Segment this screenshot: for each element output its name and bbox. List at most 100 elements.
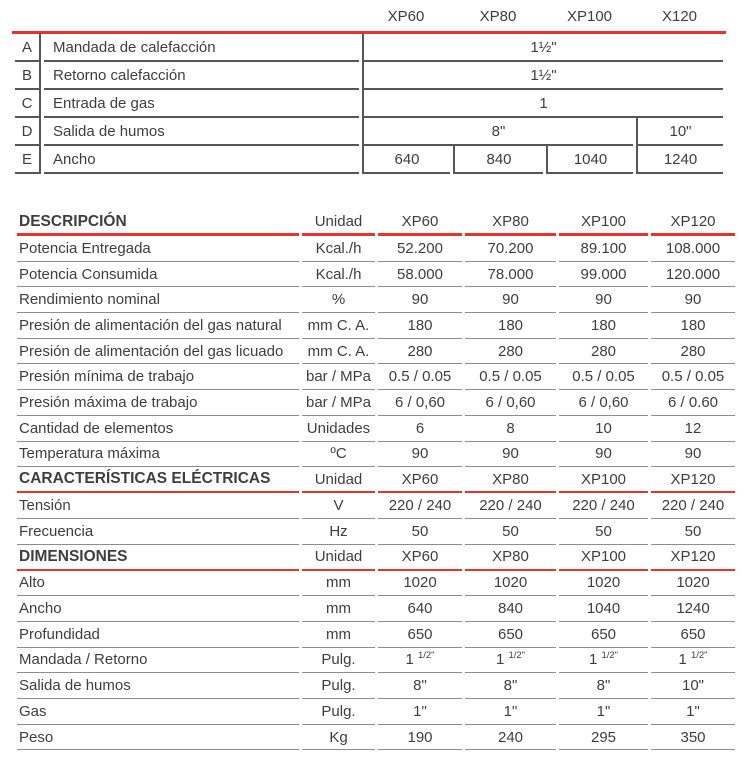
row-unit: Hz	[302, 519, 375, 545]
row-label: Peso	[17, 725, 299, 751]
connections-table: XP60 XP80 XP100 X120 A Mandada de calefac…	[12, 2, 726, 174]
table-row: Alto mm 1020 1020 1020 1020	[17, 571, 735, 597]
row-value: 180	[651, 313, 735, 339]
row-value: 295	[559, 725, 648, 751]
row-unit: bar / MPa	[302, 390, 375, 416]
table-row: Gas Pulg. 1" 1" 1" 1"	[17, 699, 735, 725]
red-divider	[12, 31, 726, 34]
row-value: 0.5 / 0.05	[465, 364, 556, 391]
row-value: 1020	[559, 571, 648, 597]
row-label: Presión máxima de trabajo	[17, 390, 299, 416]
row-letter: E	[15, 146, 41, 174]
section-title: DIMENSIONES	[17, 545, 299, 571]
row-value: 180	[378, 313, 462, 339]
model-header: XP60	[378, 545, 462, 571]
header-spacer	[15, 2, 41, 31]
row-label: Presión de alimentación del gas natural	[17, 313, 299, 339]
table-row: Frecuencia Hz 50 50 50 50	[17, 519, 735, 545]
row-label: Temperatura máxima	[17, 442, 299, 468]
row-unit: mm	[302, 622, 375, 648]
model-header: XP60	[378, 467, 462, 494]
row-value: 1 1/2"	[378, 648, 462, 674]
row-value: 640	[362, 146, 450, 174]
row-unit: Kcal./h	[302, 236, 375, 262]
row-value: 280	[559, 339, 648, 365]
table-row: Salida de humos Pulg. 8" 8" 8" 10"	[17, 673, 735, 699]
row-value: 190	[378, 725, 462, 751]
row-value: 0.5 / 0.05	[559, 364, 648, 391]
row-label: Profundidad	[17, 622, 299, 648]
table-row: Presión mínima de trabajo bar / MPa 0.5 / …	[17, 364, 735, 391]
row-label: Mandada / Retorno	[17, 648, 299, 674]
row-unit: Kcal./h	[302, 262, 375, 288]
row-unit: mm	[302, 571, 375, 597]
row-label: Frecuencia	[17, 519, 299, 545]
row-value: 1 1/2"	[651, 648, 735, 674]
fraction-superscript: 1/2"	[417, 650, 435, 662]
row-value: 10"	[651, 673, 735, 699]
table-row: Presión de alimentación del gas licuado m…	[17, 339, 735, 365]
header-row: XP60 XP80 XP100 X120	[15, 2, 723, 31]
section-header-row: DESCRIPCIÓN Unidad XP60 XP80 XP100 XP120	[17, 210, 735, 236]
row-value: 90	[559, 442, 648, 468]
model-header: XP120	[651, 210, 735, 236]
specs-table-body: DESCRIPCIÓN Unidad XP60 XP80 XP100 XP120 Poten…	[14, 210, 738, 751]
row-value: 1020	[378, 571, 462, 597]
row-value: 1 1/2"	[465, 648, 556, 674]
unit-header: Unidad	[302, 467, 375, 494]
row-label: Entrada de gas	[44, 90, 359, 118]
row-value: 78.000	[465, 262, 556, 288]
table-row: Potencia Consumida Kcal./h 58.000 78.000 99.…	[17, 262, 735, 288]
fraction-superscript: 1/2"	[690, 650, 708, 662]
row-unit: Pulg.	[302, 673, 375, 699]
row-label: Rendimiento nominal	[17, 287, 299, 314]
row-value: 50	[651, 519, 735, 545]
model-header: XP80	[465, 467, 556, 494]
table-row: Rendimiento nominal% 90 90 90 90	[17, 287, 735, 314]
row-value: 8"	[378, 673, 462, 699]
row-value: 650	[465, 622, 556, 648]
table-row: A Mandada de calefacción 1½"	[15, 34, 723, 62]
row-value: 840	[465, 596, 556, 622]
row-value: 220 / 240	[559, 493, 648, 519]
row-unit: ºC	[302, 442, 375, 468]
section-header-row: DIMENSIONES Unidad XP60 XP80 XP100 XP120	[17, 545, 735, 571]
row-value: 99.000	[559, 262, 648, 288]
row-unit: mm C. A.	[302, 313, 375, 339]
table-row: Ancho mm 640 840 1040 1240	[17, 596, 735, 622]
section-title: CARACTERÍSTICAS ELÉCTRICAS	[17, 467, 299, 494]
row-unit: V	[302, 493, 375, 519]
row-value: 1"	[465, 699, 556, 725]
table-row: Tensión V 220 / 240 220 / 240 220 / 240 220 /…	[17, 493, 735, 519]
row-label: Tensión	[17, 493, 299, 519]
row-value: 840	[453, 146, 543, 174]
section-title: DESCRIPCIÓN	[17, 210, 299, 236]
row-value: 220 / 240	[651, 493, 735, 519]
row-value: 0.5 / 0.05	[378, 364, 462, 391]
model-header: XP80	[479, 8, 517, 25]
row-value: 0.5 / 0.05	[651, 364, 735, 391]
row-unit: Kg	[302, 725, 375, 751]
model-header: XP120	[651, 545, 735, 571]
row-value: 90	[465, 442, 556, 468]
table-row: Profundidad mm 650 650 650 650	[17, 622, 735, 648]
row-value: 180	[559, 313, 648, 339]
connections-table-body: A Mandada de calefacción 1½" B Retorno calef…	[12, 34, 726, 174]
row-letter: B	[15, 62, 41, 90]
model-header: XP60	[378, 210, 462, 236]
row-value: 1240	[651, 596, 735, 622]
table-row: C Entrada de gas 1	[15, 90, 723, 118]
row-value: 8	[465, 416, 556, 442]
specs-table: DESCRIPCIÓN Unidad XP60 XP80 XP100 XP120 Poten…	[14, 210, 738, 751]
row-value: 6 / 0,60	[378, 390, 462, 416]
row-label: Ancho	[44, 146, 359, 174]
row-value: 90	[651, 442, 735, 468]
row-value: 1½"	[362, 34, 723, 62]
row-letter: C	[15, 90, 41, 118]
row-value: 50	[378, 519, 462, 545]
row-label: Ancho	[17, 596, 299, 622]
row-value: 6 / 0,60	[559, 390, 648, 416]
table-row: B Retorno calefacción 1½"	[15, 62, 723, 90]
row-value: 8"	[559, 673, 648, 699]
row-value: 1020	[651, 571, 735, 597]
